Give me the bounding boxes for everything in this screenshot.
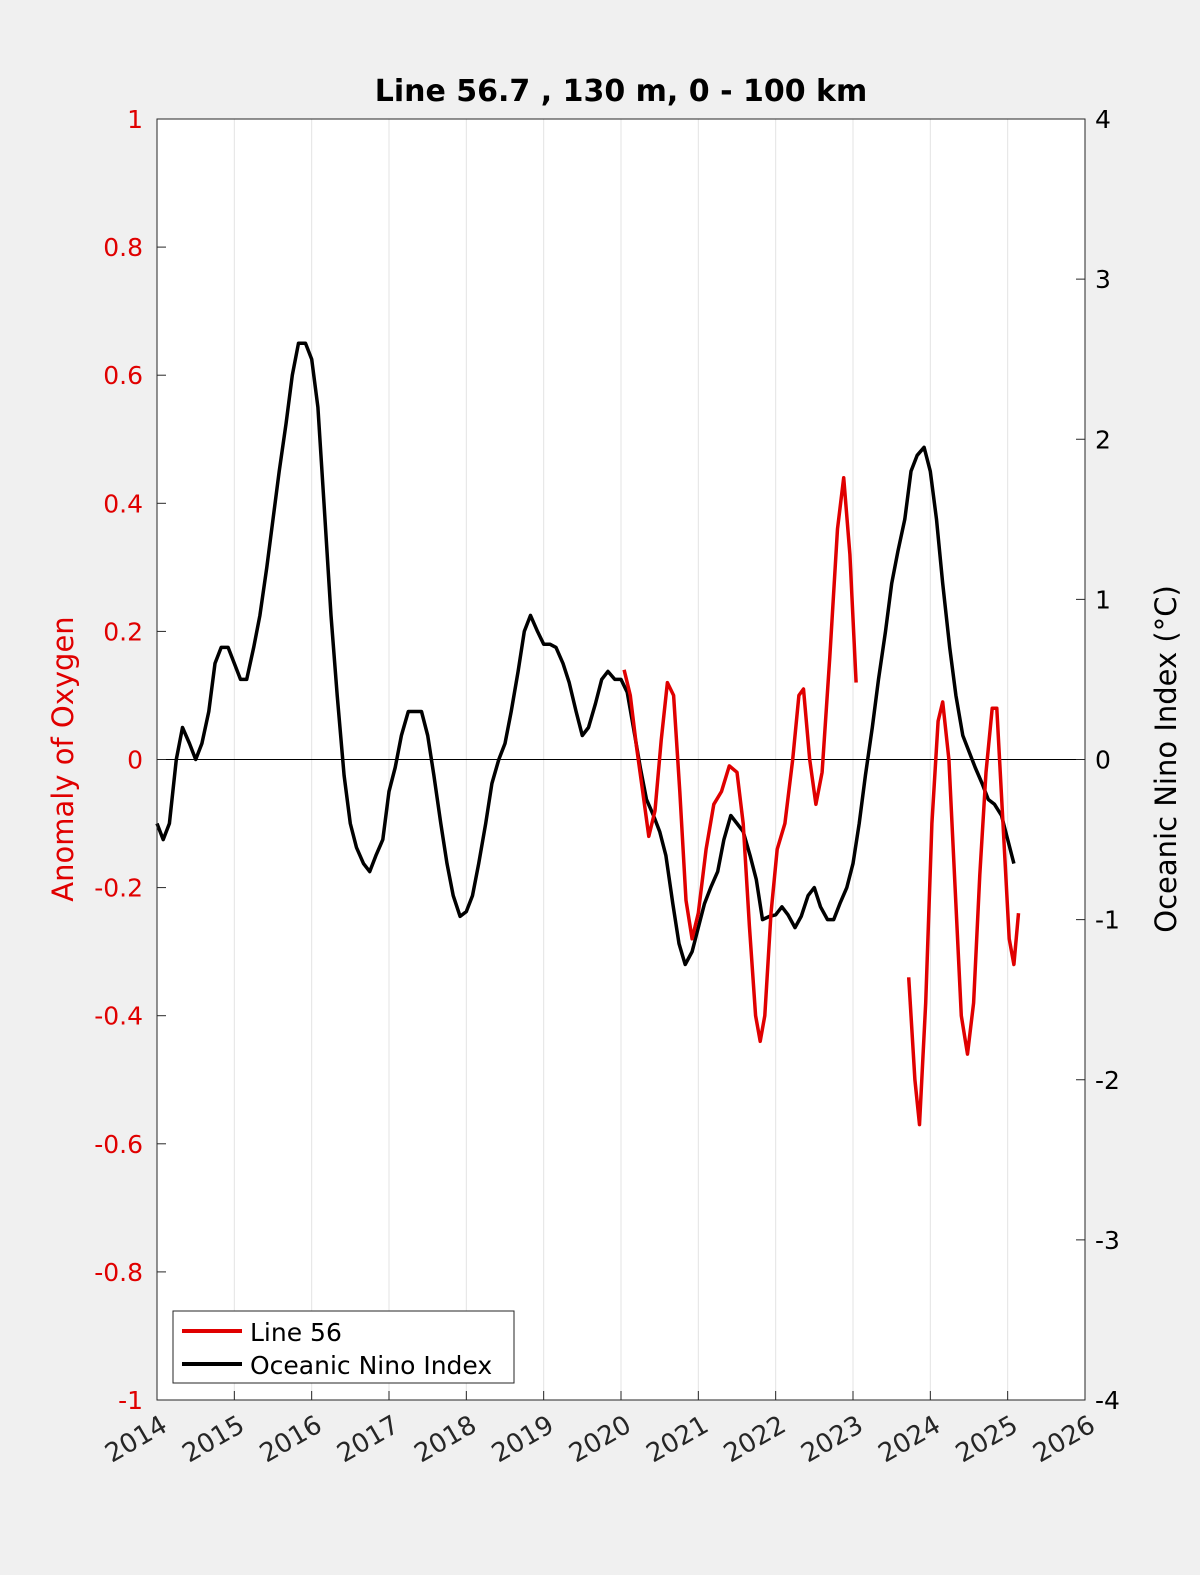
y-axis-left-label: Anomaly of Oxygen [46,616,80,901]
series-line-oceanic-nino-index [155,341,1016,967]
y-right-tick-label: 3 [1095,265,1111,294]
series-layer [155,341,1021,1127]
y-left-tick-label: 0 [127,746,143,775]
y-left-tick-label: 0.2 [103,617,143,646]
y-left-tick-label: -0.8 [94,1258,143,1287]
y-left-tick-label: -0.2 [94,874,143,903]
y-right-tick-label: 4 [1095,105,1111,134]
legend-box [172,1310,515,1384]
y-left-tick-label: 0.6 [103,361,143,390]
y-right-tick-label: 1 [1095,585,1111,614]
series-line-line56 [906,700,1021,1127]
y-left-tick-label: -0.4 [94,1002,143,1031]
y-right-tick-label: -2 [1095,1066,1120,1095]
y-left-tick-label: 0.8 [103,233,143,262]
y-right-tick-label: -4 [1095,1386,1120,1415]
y-left-tick-label: 1 [127,105,143,134]
y-axis-left: -1 -0.8 -0.6 -0.4 -0.2 0 0.2 0.4 0.6 0.8 1 [94,105,166,1415]
y-left-tick-label: 0.4 [103,489,143,518]
y-right-tick-label: 0 [1095,746,1111,775]
series-line-line56 [622,475,858,1044]
y-right-tick-label: 2 [1095,425,1111,454]
y-axis-right-label: Oceanic Nino Index (°C) [1149,585,1183,933]
chart-title: Line 56.7 , 130 m, 0 - 100 km [375,74,868,109]
legend-label-oni: Oceanic Nino Index [250,1351,492,1380]
legend: Line 56 Oceanic Nino Index [172,1310,515,1384]
legend-label-line56: Line 56 [250,1318,342,1347]
y-right-tick-label: -1 [1095,906,1120,935]
y-left-tick-label: -0.6 [94,1130,143,1159]
y-axis-right: -4 -3 -2 -1 0 1 2 3 4 [1076,105,1120,1415]
y-left-tick-label: -1 [118,1386,143,1415]
y-right-tick-label: -3 [1095,1226,1120,1255]
